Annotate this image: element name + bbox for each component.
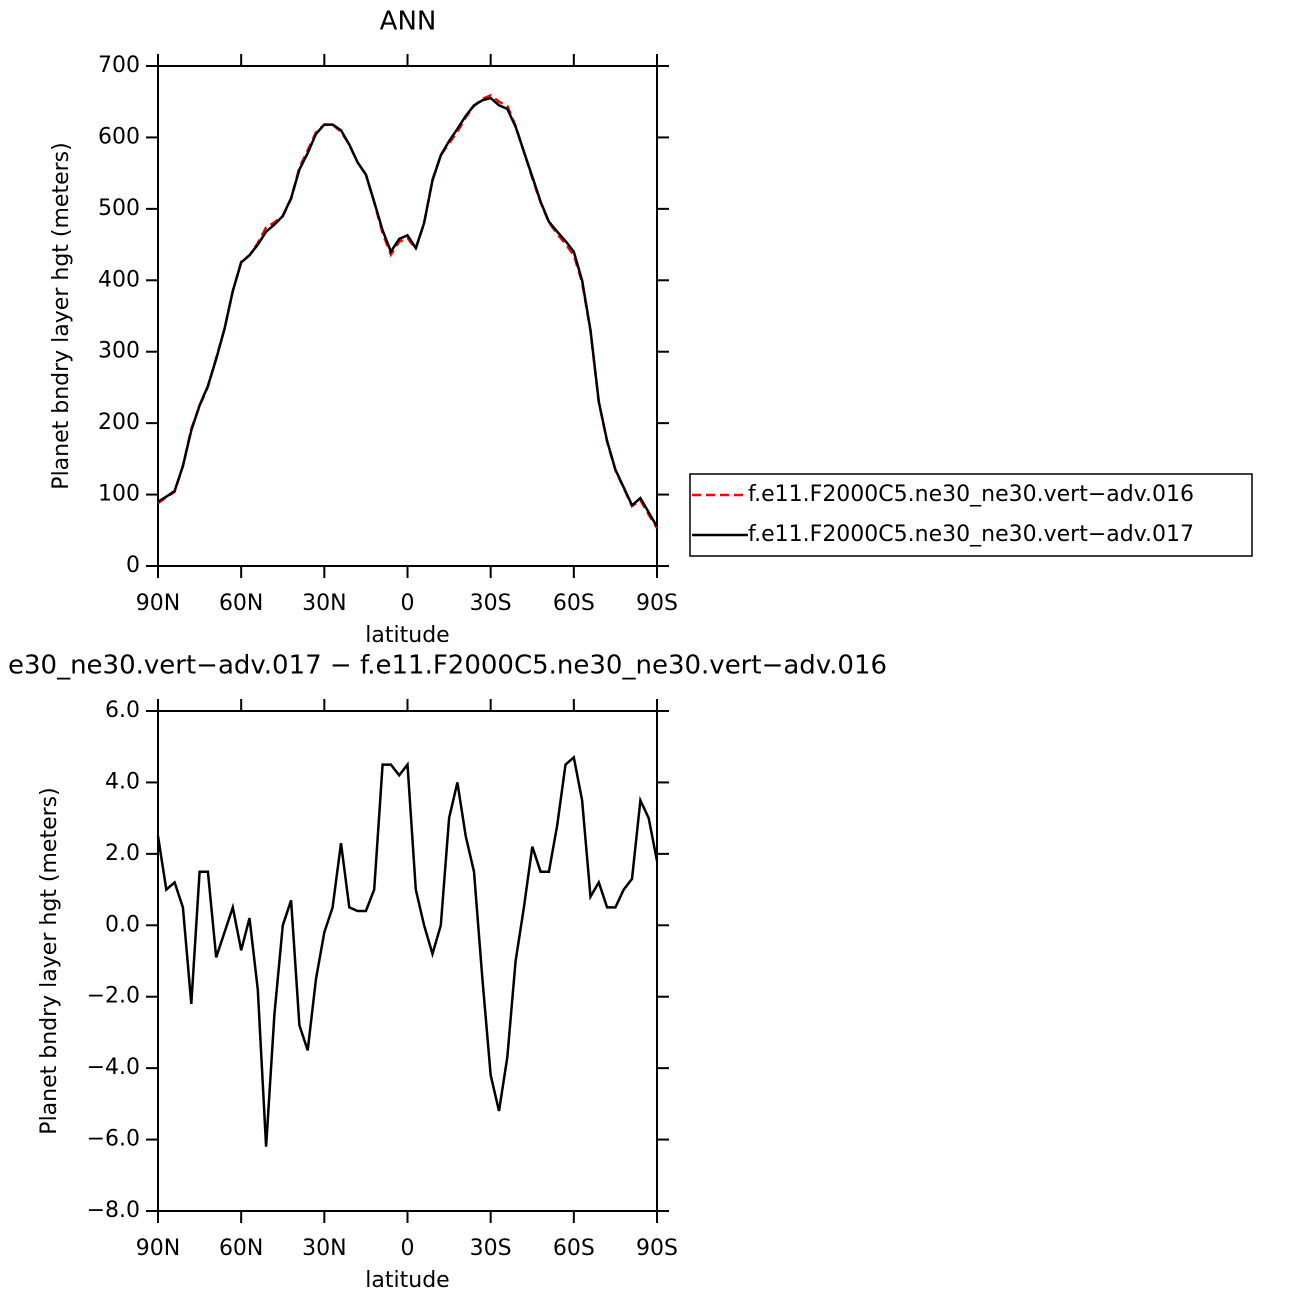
x-tick-label: 60S (553, 591, 595, 616)
y-tick-label: 6.0 (105, 698, 140, 723)
y-tick-label: −8.0 (87, 1198, 140, 1223)
y-tick-label: 300 (98, 339, 140, 364)
chart-title: ANN (380, 7, 437, 37)
x-tick-label: 60N (219, 1236, 263, 1261)
legend-label: f.e11.F2000C5.ne30_ne30.vert−adv.017 (748, 522, 1194, 547)
x-tick-label: 90S (636, 591, 678, 616)
y-tick-label: 4.0 (105, 769, 140, 794)
y-tick-label: 400 (98, 267, 140, 292)
y-tick-label: 700 (98, 53, 140, 78)
data-line (157, 96, 659, 528)
x-tick-label: 0 (401, 591, 415, 616)
x-tick-label: 30N (302, 591, 346, 616)
x-tick-label: 90N (136, 591, 180, 616)
plot-frame (157, 65, 658, 567)
x-tick-label: 30S (470, 1236, 512, 1261)
data-line (156, 755, 659, 1147)
x-tick-label: 90N (136, 1236, 180, 1261)
y-tick-label: 600 (98, 124, 140, 149)
y-tick-label: 2.0 (105, 841, 140, 866)
x-tick-label: 30N (302, 1236, 346, 1261)
y-tick-label: −4.0 (87, 1055, 140, 1080)
y-tick-label: 0 (126, 553, 140, 578)
x-axis-label: latitude (365, 1268, 449, 1293)
y-tick-label: 100 (98, 482, 140, 507)
chart-title: e30_ne30.vert−adv.017 − f.e11.F2000C5.ne… (8, 651, 887, 681)
y-axis-label: Planet bndry layer hgt (meters) (49, 142, 74, 489)
y-tick-label: 0.0 (105, 912, 140, 937)
x-axis-label: latitude (365, 623, 449, 648)
y-tick-label: −6.0 (87, 1127, 140, 1152)
x-tick-label: 0 (401, 1236, 415, 1261)
x-tick-label: 90S (636, 1236, 678, 1261)
x-tick-label: 60S (553, 1236, 595, 1261)
x-tick-label: 30S (470, 591, 512, 616)
data-line (157, 93, 659, 529)
y-tick-label: 200 (98, 410, 140, 435)
x-tick-label: 60N (219, 591, 263, 616)
plot-frame (157, 710, 658, 1212)
y-tick-label: 500 (98, 196, 140, 221)
y-axis-label: Planet bndry layer hgt (meters) (37, 787, 62, 1134)
legend-label: f.e11.F2000C5.ne30_ne30.vert−adv.016 (748, 482, 1194, 507)
y-tick-label: −2.0 (87, 984, 140, 1009)
legend-box (689, 473, 1253, 557)
